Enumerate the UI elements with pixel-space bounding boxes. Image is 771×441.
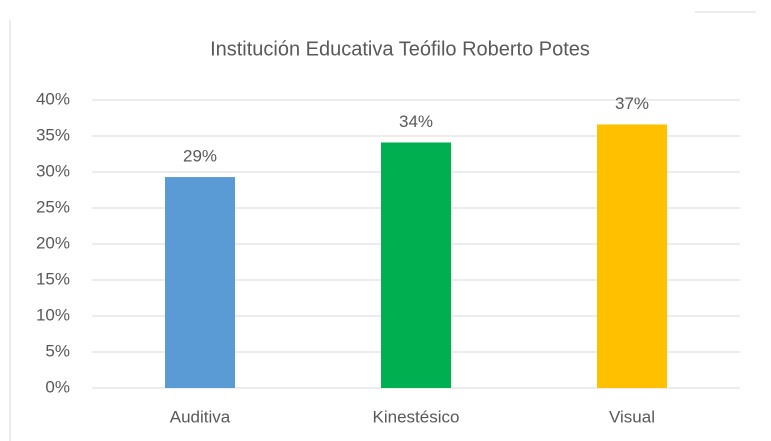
y-tick-label: 0% — [45, 377, 70, 396]
y-tick-label: 20% — [36, 233, 70, 252]
chart-title: Institución Educativa Teófilo Roberto Po… — [210, 38, 590, 60]
x-tick-label: Visual — [609, 407, 655, 426]
y-tick-label: 25% — [36, 197, 70, 216]
data-label: 37% — [615, 94, 649, 113]
y-tick-label: 10% — [36, 305, 70, 324]
y-tick-label: 35% — [36, 125, 70, 144]
x-tick-label: Auditiva — [170, 407, 231, 426]
data-label: 29% — [183, 147, 217, 166]
bar — [381, 142, 451, 388]
bar — [165, 177, 235, 388]
data-label: 34% — [399, 112, 433, 131]
y-tick-label: 30% — [36, 161, 70, 180]
y-tick-label: 15% — [36, 269, 70, 288]
bar — [597, 124, 667, 388]
y-tick-label: 40% — [36, 89, 70, 108]
x-tick-label: Kinestésico — [373, 407, 460, 426]
y-tick-label: 5% — [45, 341, 70, 360]
